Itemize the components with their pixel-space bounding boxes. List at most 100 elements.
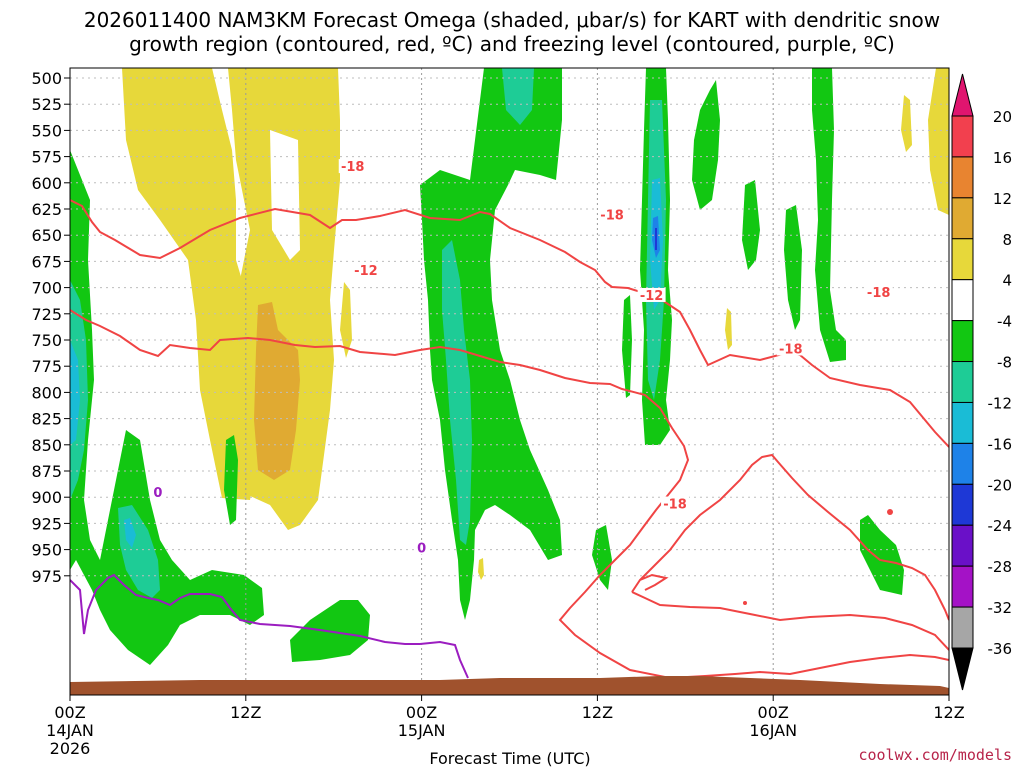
colorbar-bin: [951, 279, 974, 322]
y-tick-label: 725: [31, 305, 62, 324]
y-tick-label: 750: [31, 331, 62, 350]
omega-shade-green-right-mid: [742, 180, 760, 270]
omega-shading: [70, 68, 949, 665]
y-tick-label: 900: [31, 488, 62, 507]
contour-labels: -18 -18 -18 -18 -18 -12 -12 0 0: [151, 159, 893, 557]
x-tick-date-label: 16JAN: [749, 721, 797, 740]
y-tick-label: 975: [31, 567, 62, 586]
colorbar-bin: [951, 115, 974, 158]
omega-shade-yellow-notch: [270, 130, 300, 260]
y-tick-label: 925: [31, 514, 62, 533]
y-tick-label: 800: [31, 383, 62, 402]
colorbar-label: 12: [993, 190, 1012, 208]
contour-label-bg: [864, 284, 893, 299]
contour-label-bg: [351, 262, 380, 277]
contour-label: -18: [341, 160, 365, 175]
omega-shade-green-thin-1: [622, 295, 632, 398]
colorbar-bin: [951, 524, 974, 567]
omega-shade-green-upper-right: [692, 80, 720, 210]
contour-label: 0: [153, 486, 162, 501]
y-tick-label: 875: [31, 462, 62, 481]
colorbar-label: -24: [988, 517, 1013, 535]
x-tick-label: 12Z: [582, 703, 613, 722]
credit-text: coolwx.com/models: [858, 746, 1012, 764]
colorbar-bin: [951, 320, 974, 363]
y-tick-label: 575: [31, 148, 62, 167]
colorbar-label: 4: [1002, 272, 1012, 290]
y-tick-label: 650: [31, 226, 62, 245]
y-tick-label: 700: [31, 279, 62, 298]
chart-title-line-1: 2026011400 NAM3KM Forecast Omega (shaded…: [84, 8, 940, 32]
colorbar-bin: [951, 238, 974, 281]
colorbar: 20 16 12 8 4 -4 -8 -12 -16 -20 -24 -28 -32 -36: [951, 73, 1013, 691]
contour-label: -18: [779, 342, 803, 357]
colorbar-label: -32: [988, 599, 1013, 617]
omega-shade-green-left-blob: [224, 435, 238, 525]
contour-label-bg: [415, 540, 428, 555]
x-tick-label: 00Z: [406, 703, 437, 722]
x-tick-date-label: 14JAN: [46, 721, 94, 740]
y-axis: 500 525 550 575 600 625 650 675 700 725 750 775 800 8…: [31, 69, 70, 586]
plot-frame: [69, 67, 950, 696]
colorbar-label: -4: [997, 313, 1012, 331]
omega-shade-yellow-top-right: [928, 68, 949, 215]
colorbar-min-arrow: [951, 647, 974, 691]
chart-title-line-2: growth region (contoured, red, ºC) and f…: [129, 32, 895, 56]
y-tick-label: 500: [31, 69, 62, 88]
colorbar-bin: [951, 483, 974, 526]
colorbar-bin: [951, 156, 974, 199]
dgz-contour-dot-2: [743, 601, 747, 605]
freezing-level-contour: [70, 573, 469, 679]
colorbar-bin: [951, 197, 974, 240]
y-tick-label: 550: [31, 121, 62, 140]
omega-shade-green-right-top: [812, 68, 846, 362]
omega-shade-navy-right-column-core: [655, 228, 657, 250]
colorbar-label: -28: [988, 558, 1013, 576]
omega-shade-yellow-sliver-2: [340, 282, 352, 358]
y-tick-label: 525: [31, 95, 62, 114]
contour-label: -18: [663, 498, 687, 513]
omega-shade-teal-center-top: [502, 68, 534, 125]
contour-label-bg: [661, 496, 690, 511]
x-tick-year-label: 2026: [50, 739, 91, 758]
colorbar-label: -20: [988, 476, 1013, 494]
x-tick-date-label: 15JAN: [398, 721, 446, 740]
colorbar-label: -36: [988, 640, 1013, 658]
y-tick-label: 625: [31, 200, 62, 219]
contour-label: -18: [600, 208, 624, 223]
y-tick-label: 850: [31, 436, 62, 455]
colorbar-max-arrow: [951, 73, 974, 117]
colorbar-label: -8: [997, 354, 1012, 372]
omega-shade-teal-center: [442, 240, 472, 545]
omega-shade-green-left: [70, 150, 264, 665]
omega-shade-cyan-lower-left-core: [124, 518, 136, 548]
contour-label: 0: [417, 542, 426, 557]
contour-label-bg: [598, 207, 627, 222]
dgz-contour-upper-18: [70, 199, 949, 448]
contour-label: -18: [867, 286, 891, 301]
x-tick-label: 12Z: [933, 703, 964, 722]
contour-label-bg: [151, 485, 164, 500]
colorbar-label: 16: [993, 149, 1012, 167]
y-tick-label: 600: [31, 174, 62, 193]
omega-shade-orange: [254, 302, 300, 480]
dgz-contour-loop: [631, 453, 949, 651]
y-tick-label: 775: [31, 357, 62, 376]
omega-shade-yellow-dot: [478, 558, 484, 580]
y-tick-label: 950: [31, 541, 62, 560]
x-axis-title: Forecast Time (UTC): [429, 749, 590, 768]
plot-area: -18 -18 -18 -18 -18 -12 -12 0 0: [69, 67, 950, 696]
omega-shade-yellow-blob-1: [901, 95, 912, 152]
grid-lines: [70, 68, 949, 695]
contour-label: -12: [354, 264, 378, 279]
colorbar-bin: [951, 401, 974, 444]
colorbar-label: -16: [988, 435, 1013, 453]
x-tick-label: 12Z: [230, 703, 261, 722]
dgz-contour-dot-1: [887, 509, 893, 515]
y-tick-label: 825: [31, 410, 62, 429]
x-tick-label: 00Z: [758, 703, 789, 722]
omega-shade-yellow-sliver-3: [198, 285, 206, 335]
colorbar-label: -12: [988, 394, 1013, 412]
colorbar-label: 20: [993, 108, 1012, 126]
